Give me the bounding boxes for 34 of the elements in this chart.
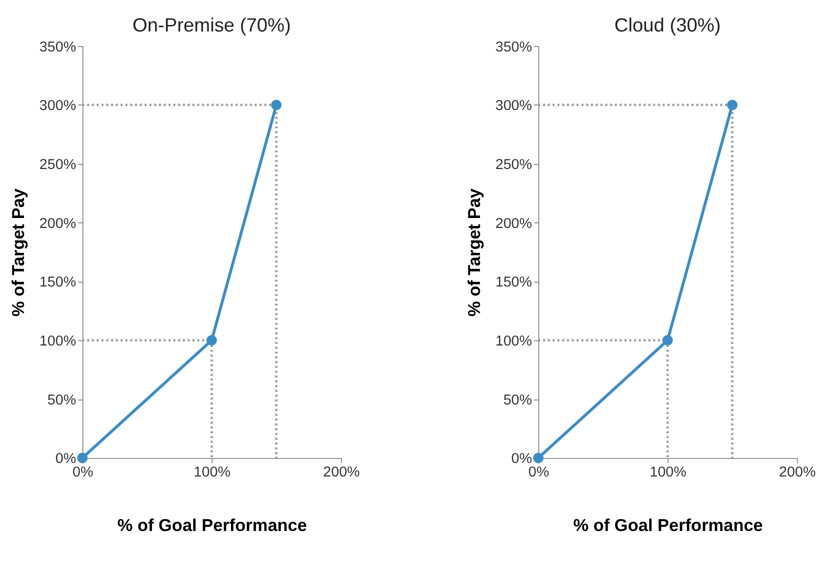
y-tick-label: 150% <box>39 274 76 291</box>
point <box>662 335 673 346</box>
y-tick-label: 350% <box>495 39 532 56</box>
x-tick-label: 200% <box>323 464 360 481</box>
y-axis-title: % of Target Pay <box>464 188 484 317</box>
y-tick-label: 250% <box>39 157 76 174</box>
point <box>533 452 544 464</box>
point <box>271 100 282 110</box>
chart-title: On-Premise (70%) <box>132 16 291 37</box>
y-tick-label: 0% <box>55 451 76 468</box>
y-tick-label: 300% <box>495 98 532 114</box>
y-tick-label: 50% <box>47 392 76 408</box>
x-tick-label: 100% <box>194 464 231 481</box>
y-tick-label: 200% <box>39 216 76 232</box>
x-tick-label: 200% <box>779 464 816 481</box>
chart-title: Cloud (30%) <box>614 16 721 37</box>
y-tick-label: 250% <box>495 157 532 174</box>
y-tick-label: 100% <box>495 334 532 350</box>
point <box>727 100 738 110</box>
y-tick-label: 150% <box>495 274 532 291</box>
x-tick-label: 0% <box>72 464 94 481</box>
point <box>206 335 217 346</box>
x-tick-label: 0% <box>528 464 550 481</box>
x-axis-title: % of Goal Performance <box>117 515 307 536</box>
y-tick-label: 50% <box>503 392 532 408</box>
point <box>77 452 88 464</box>
y-tick-label: 300% <box>39 98 76 114</box>
x-axis-title: % of Goal Performance <box>573 515 763 536</box>
y-tick-label: 100% <box>39 334 76 350</box>
y-tick-label: 0% <box>511 451 532 468</box>
y-axis-title: % of Target Pay <box>8 188 28 317</box>
y-tick-label: 350% <box>39 39 76 56</box>
y-tick-label: 200% <box>495 216 532 232</box>
x-tick-label: 100% <box>650 464 687 481</box>
